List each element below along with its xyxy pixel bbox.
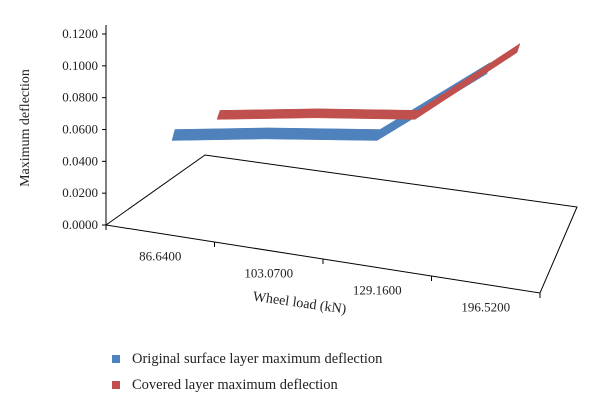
x-tick-labels: 86.6400 103.0700 129.1600 196.5200 (105, 225, 541, 315)
series-ribbon-segment (171, 127, 269, 141)
x-tick-label: 86.6400 (139, 249, 181, 264)
y-tick-label: 0.0800 (62, 90, 98, 105)
y-tick-label: 0.0600 (62, 122, 98, 137)
legend-label-covered: Covered layer maximum deflection (132, 376, 338, 393)
series-ribbon-segment (264, 127, 381, 141)
y-tick-label: 0.1200 (62, 26, 98, 41)
chart-frame (104, 25, 578, 294)
series-ribbons (171, 42, 521, 142)
y-tick-labels: 0.0000 0.0200 0.0400 0.0600 0.0800 0.1000 0.12… (62, 26, 106, 232)
legend-swatch-original (112, 355, 120, 363)
y-axis-label: Maximum deflection (18, 69, 33, 187)
legend-label-original: Original surface layer maximum deflectio… (132, 350, 383, 367)
y-tick-label: 0.1000 (62, 58, 98, 73)
floor-plane (104, 154, 578, 294)
legend: Original surface layer maximum deflectio… (112, 346, 382, 398)
x-axis-label: Wheel load (kN) (252, 290, 348, 318)
legend-item-covered: Covered layer maximum deflection (112, 372, 382, 398)
series-ribbon-segment (414, 42, 521, 121)
x-tick-label: 196.5200 (461, 300, 510, 315)
y-tick-label: 0.0000 (62, 217, 98, 232)
legend-item-original: Original surface layer maximum deflectio… (112, 346, 382, 372)
series-ribbon-segment (314, 108, 419, 120)
series-ribbon-segment (216, 108, 319, 120)
legend-swatch-covered (112, 381, 120, 389)
y-tick-label: 0.0400 (62, 153, 98, 168)
x-tick-label: 103.0700 (244, 266, 293, 281)
x-tick-label: 129.1600 (353, 283, 402, 298)
y-tick-label: 0.0200 (62, 185, 98, 200)
